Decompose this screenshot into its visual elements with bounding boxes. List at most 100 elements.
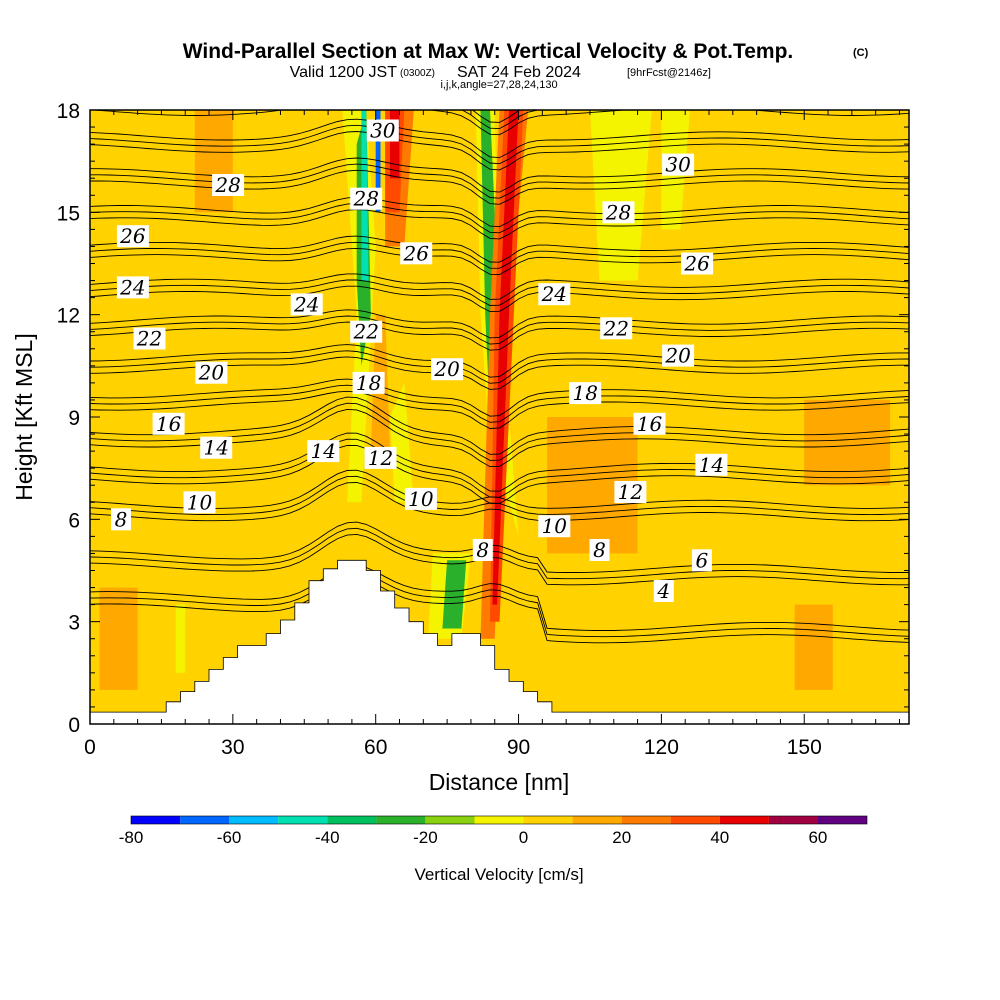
contour-label-text: 28 (605, 200, 631, 224)
theta-contour (90, 521, 909, 573)
contour-label-text: 18 (356, 371, 381, 395)
forecast-info: [9hrFcst@2146z] (627, 67, 711, 79)
contour-label-text: 10 (542, 514, 568, 538)
theta-contour (90, 202, 909, 234)
theta-contour (90, 527, 909, 580)
velocity-region (804, 399, 890, 486)
y-tick-label: 12 (57, 305, 80, 328)
contour-label: 26 (116, 224, 149, 248)
plot-area: 28 26 24 22 20 16 14 10 8 24 14 30 28 26 22 18 12 10 20 8 24… (90, 110, 909, 724)
contour-label-text: 26 (402, 241, 429, 265)
y-tick-label: 15 (57, 202, 80, 225)
theta-contour (461, 110, 543, 130)
contour-label: 18 (352, 371, 385, 395)
theta-contour (90, 533, 909, 586)
colorbar-label: Vertical Velocity [cm/s] (414, 865, 583, 884)
contour-label-text: 12 (618, 480, 643, 504)
contour-label-text: 28 (352, 187, 378, 211)
theta-contour (90, 378, 909, 417)
velocity-region (99, 587, 138, 690)
vertical-velocity-shading (90, 110, 909, 713)
contour-label: 10 (183, 490, 216, 514)
y-tick-label: 0 (68, 714, 80, 737)
theta-contour (90, 209, 909, 240)
velocity-region (492, 110, 519, 605)
x-tick-label: 120 (644, 736, 679, 759)
colorbar-tick-label: -40 (315, 828, 340, 847)
contour-label-text: 24 (119, 275, 145, 299)
x-axis-label: Distance [nm] (429, 769, 570, 795)
contour-label-text: 12 (368, 446, 393, 470)
theta-contour (90, 247, 909, 275)
contour-label-text: 8 (593, 538, 606, 562)
contour-label-text: 24 (293, 292, 319, 316)
theta-contour (90, 571, 909, 638)
theta-contour (90, 482, 909, 522)
contour-label: 16 (152, 412, 185, 436)
velocity-region (794, 604, 833, 690)
contour-label: 22 (600, 316, 633, 340)
contour-label: 28 (602, 200, 635, 224)
y-tick-label: 3 (68, 612, 80, 635)
theta-contour (90, 438, 909, 498)
theta-contour (90, 396, 909, 455)
contour-label-text: 22 (136, 327, 162, 351)
theta-contour (90, 285, 909, 313)
contour-label: 18 (569, 381, 602, 405)
theta-contour (471, 110, 521, 123)
y-tick-label: 6 (68, 509, 80, 532)
velocity-region (547, 594, 909, 690)
contour-label-text: 10 (187, 490, 213, 514)
y-tick-label: 18 (57, 100, 80, 123)
y-tick-label: 9 (68, 407, 80, 430)
colorbar-tick-label: -80 (119, 828, 144, 847)
contour-label-text: 14 (203, 436, 228, 460)
contour-label: 14 (695, 453, 728, 477)
contour-label-text: 18 (572, 381, 597, 405)
x-tick-label: 60 (364, 736, 387, 759)
theta-contour (90, 241, 909, 269)
contour-label-text: 14 (311, 439, 336, 463)
theta-contour (90, 110, 909, 136)
terrain (90, 559, 909, 724)
contour-label-text: 16 (156, 412, 182, 436)
theta-contour (90, 444, 909, 504)
contour-label: 4 (653, 579, 674, 603)
contour-label: 14 (200, 436, 233, 460)
chart-title: Wind-Parallel Section at Max W: Vertical… (183, 40, 794, 63)
contour-label: 22 (350, 320, 383, 344)
contour-label: 28 (350, 187, 383, 211)
colorbar-swatch (425, 816, 475, 824)
colorbar-swatch (229, 816, 279, 824)
contour-label: 16 (633, 412, 666, 436)
colorbar-swatch (768, 816, 818, 824)
contour-label: 20 (431, 357, 464, 381)
theta-contour (90, 390, 909, 429)
contour-label-text: 22 (602, 316, 628, 340)
contour-label-text: 10 (408, 487, 434, 511)
theta-contour (90, 564, 909, 631)
valid-time-utc: (0300Z) (400, 68, 435, 79)
contour-label-text: 26 (683, 252, 710, 276)
contour-label-text: 8 (476, 538, 489, 562)
x-tick-label: 30 (221, 736, 244, 759)
contour-label: 8 (472, 538, 493, 562)
theta-contour (90, 344, 909, 378)
colorbar-swatch (817, 816, 867, 824)
x-tick-label: 0 (84, 736, 96, 759)
contour-label: 28 (212, 173, 245, 197)
contour-label-text: 30 (370, 119, 396, 143)
contour-label-text: 8 (115, 507, 128, 531)
colorbar-tick-label: 60 (808, 828, 827, 847)
colorbar-swatch (670, 816, 720, 824)
contour-label: 30 (662, 153, 695, 177)
valid-time-main: Valid 1200 JST (290, 64, 398, 81)
y-axis: 0 3 6 9 12 15 18 (57, 100, 909, 737)
colorbar-swatch (376, 816, 426, 824)
contour-label-text: 22 (352, 320, 378, 344)
contour-label-text: 14 (699, 453, 724, 477)
contour-label: 8 (589, 538, 610, 562)
colorbar-swatch (327, 816, 377, 824)
colorbar-swatch (131, 816, 181, 824)
colorbar-tick-label: -60 (217, 828, 242, 847)
